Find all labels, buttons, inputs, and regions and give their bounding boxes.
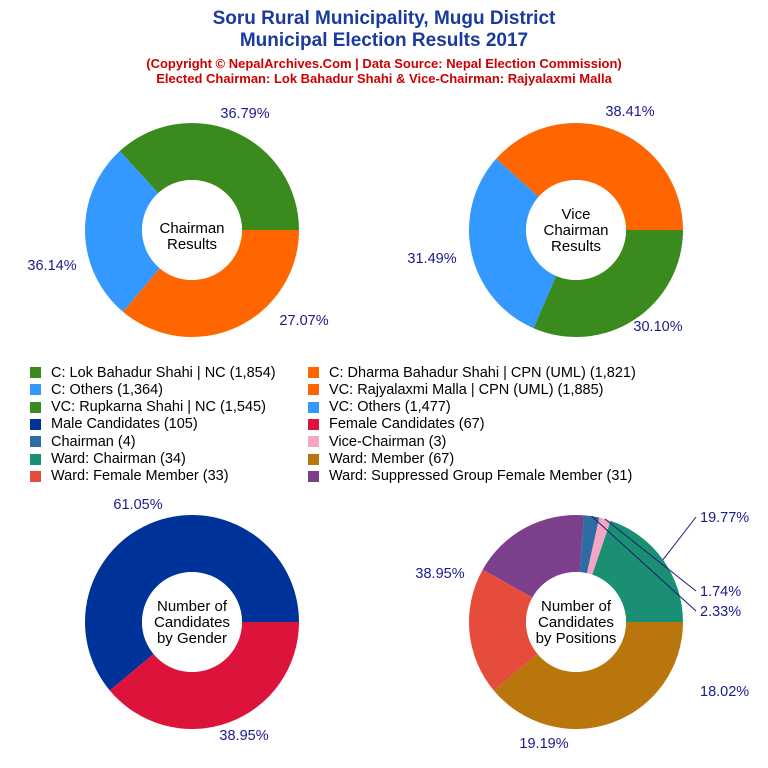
donut-center-label: Number of <box>157 598 228 615</box>
slice-percent-label: 27.07% <box>279 313 328 329</box>
legend-swatch <box>30 470 41 482</box>
chart-subtitle-line1: (Copyright © NepalArchives.Com | Data So… <box>146 56 622 71</box>
legend-label: Ward: Suppressed Group Female Member (31… <box>329 468 633 485</box>
donut-center-label: by Gender <box>157 630 227 647</box>
slice-percent-label: 19.19% <box>519 736 568 752</box>
donut-center-label: Candidates <box>154 614 230 631</box>
legend-item: VC: Rajyalaxmi Malla | CPN (UML) (1,885) <box>308 381 604 398</box>
donut-slice <box>109 622 299 729</box>
donut-slice <box>84 151 160 312</box>
legend-swatch <box>308 367 319 378</box>
legend-item: C: Lok Bahadur Shahi | NC (1,854) <box>30 364 276 381</box>
legend-label: Ward: Chairman (34) <box>51 451 186 467</box>
legend-label: Chairman (4) <box>51 433 136 450</box>
legend-item: Female Candidates (67) <box>308 416 485 433</box>
slice-percent-label: 2.33% <box>700 604 741 620</box>
slice-percent-label: 36.14% <box>27 258 76 274</box>
slice-percent-label: 18.02% <box>700 684 749 700</box>
leader-line <box>662 516 697 561</box>
donut-slice <box>586 517 611 575</box>
legend-label: Ward: Female Member (33) <box>51 468 229 485</box>
donut-slice <box>482 515 584 598</box>
donut-slice <box>533 230 683 337</box>
slice-percent-label: 31.49% <box>407 251 456 267</box>
legend-swatch <box>308 453 319 465</box>
donut-slice <box>469 158 557 329</box>
legend-label: VC: Others (1,477) <box>329 399 451 416</box>
donut-center-label: Candidates <box>538 614 614 631</box>
slice-percent-label: 36.79% <box>220 106 269 122</box>
legend-swatch <box>30 436 41 448</box>
legend-item: VC: Rupkarna Shahi | NC (1,545) <box>30 399 266 416</box>
donut-center-label: Chairman <box>543 222 608 239</box>
chart-subtitle-line2: Elected Chairman: Lok Bahadur Shahi & Vi… <box>156 71 612 86</box>
legend-label: Female Candidates (67) <box>329 416 485 433</box>
legend-item: Male Candidates (105) <box>30 416 198 433</box>
legend-label: VC: Rupkarna Shahi | NC (1,545) <box>51 399 266 416</box>
legend-item: Ward: Member (67) <box>308 451 454 468</box>
legend-label: Ward: Member (67) <box>329 451 455 467</box>
legend-item: Vice-Chairman (3) <box>308 433 446 450</box>
legend-swatch <box>30 401 41 413</box>
legend-swatch <box>308 418 319 430</box>
slice-percent-label: 38.95% <box>219 728 268 744</box>
leader-line <box>591 515 697 612</box>
legend-swatch <box>308 436 319 448</box>
donut-slice <box>123 230 300 337</box>
donut-slice <box>493 622 683 729</box>
slice-percent-label: 19.77% <box>700 510 749 526</box>
donut-slice <box>119 123 299 230</box>
legend-label: C: Lok Bahadur Shahi | NC (1,854) <box>51 364 276 381</box>
legend-item: Ward: Chairman (34) <box>30 451 186 468</box>
legend-item: C: Others (1,364) <box>30 381 163 398</box>
donut-hole <box>142 572 242 672</box>
legend-item: Ward: Suppressed Group Female Member (31… <box>308 468 632 485</box>
legend-swatch <box>30 453 41 465</box>
slice-percent-label: 30.10% <box>633 319 682 335</box>
legend-item: C: Dharma Bahadur Shahi | CPN (UML) (1,8… <box>308 364 636 381</box>
donut-hole <box>142 180 242 280</box>
legend-swatch <box>30 367 41 378</box>
slice-percent-label: 38.95% <box>415 566 464 582</box>
legend-label: C: Others (1,364) <box>51 381 164 398</box>
legend-swatch <box>308 470 319 482</box>
donut-slice <box>579 515 600 574</box>
donut-center-label: Chairman <box>159 220 224 237</box>
chart-title-line2: Municipal Election Results 2017 <box>239 30 529 51</box>
donut-slice <box>84 514 299 691</box>
legend-swatch <box>308 401 319 413</box>
donut-center-label: Number of <box>541 598 612 615</box>
slice-percent-label: 1.74% <box>700 584 741 600</box>
donut-center-label: by Positions <box>536 630 617 647</box>
legend-label: Vice-Chairman (3) <box>329 433 447 450</box>
chart-title-line1: Soru Rural Municipality, Mugu District <box>212 8 556 29</box>
donut-slice <box>592 520 683 622</box>
legend-item: Chairman (4) <box>30 433 136 450</box>
legend-label: VC: Rajyalaxmi Malla | CPN (UML) (1,885) <box>329 381 604 398</box>
donut-slice <box>468 569 538 691</box>
slice-percent-label: 38.41% <box>605 104 654 120</box>
legend-item: VC: Others (1,477) <box>308 399 451 416</box>
donut-center-label: Vice <box>562 206 591 223</box>
legend-swatch <box>308 384 319 396</box>
donut-center-label: Results <box>167 236 217 253</box>
leader-line <box>604 518 697 592</box>
legend-label: C: Dharma Bahadur Shahi | CPN (UML) (1,8… <box>329 364 636 381</box>
legend-swatch <box>30 384 41 396</box>
legend-label: Male Candidates (105) <box>51 416 198 433</box>
slice-percent-label: 61.05% <box>113 497 162 513</box>
legend-item: Ward: Female Member (33) <box>30 468 229 485</box>
donut-hole <box>526 572 626 672</box>
donut-hole <box>526 180 626 280</box>
donut-center-label: Results <box>551 238 601 255</box>
legend-swatch <box>30 418 41 430</box>
donut-slice <box>496 122 683 230</box>
